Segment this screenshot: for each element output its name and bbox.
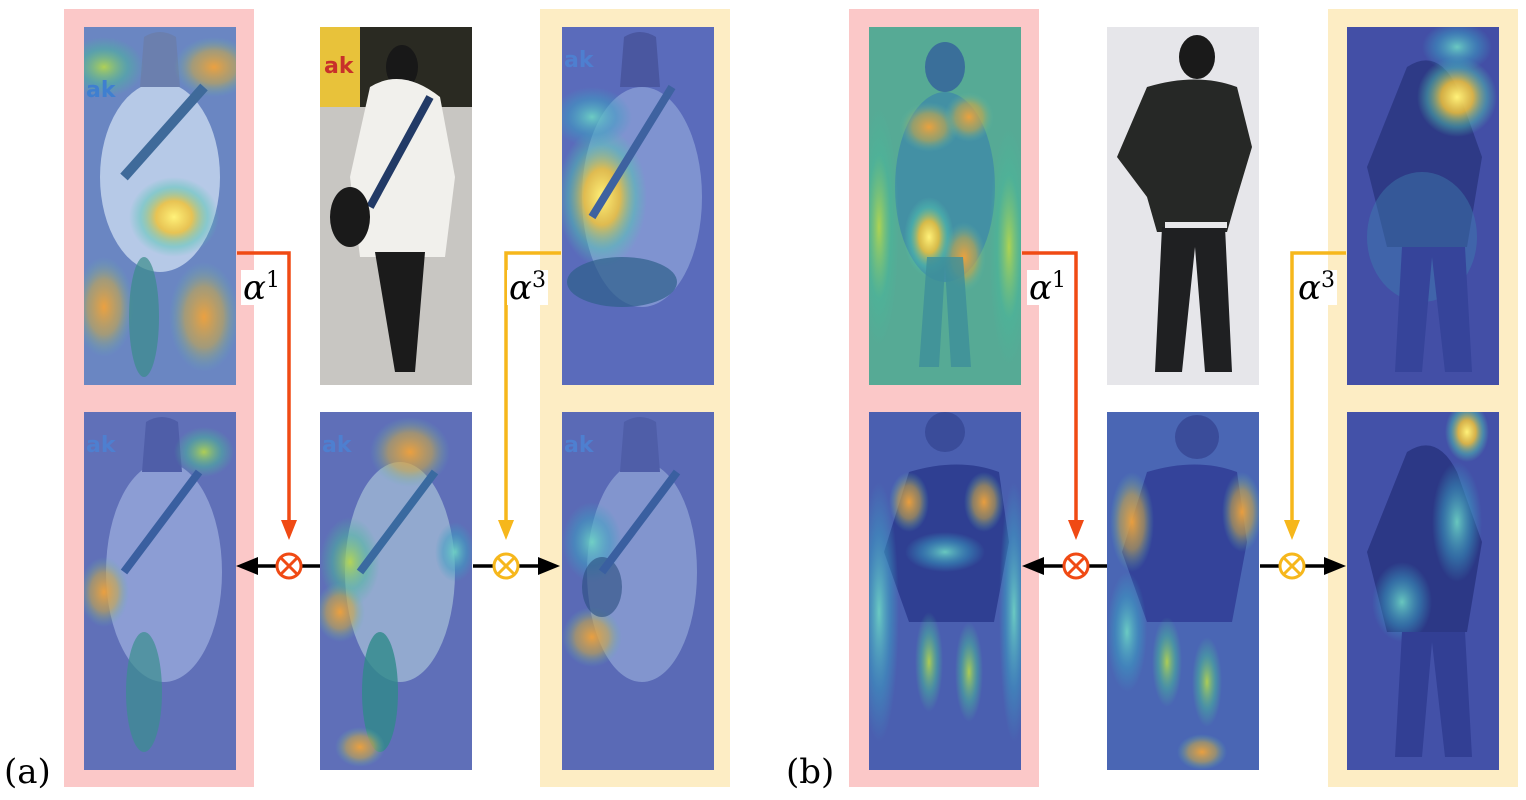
panel-b-alpha1-label: α1 bbox=[1027, 270, 1068, 305]
svg-text:ak: ak bbox=[86, 78, 117, 103]
panel-a-photo-original: ak bbox=[320, 27, 472, 385]
panel-b-output-arrows bbox=[1022, 557, 1346, 575]
svg-text:ak: ak bbox=[86, 433, 117, 458]
panel-a-alpha1-label: α1 bbox=[241, 270, 282, 305]
panel-b-alpha3-connector bbox=[1284, 251, 1346, 540]
alpha-superscript: 3 bbox=[531, 268, 546, 293]
panel-b-heatmap-top-left bbox=[869, 27, 1021, 385]
alpha-symbol: α bbox=[243, 268, 266, 308]
arrow-head-icon bbox=[236, 557, 258, 575]
panel-a-heatmap-top-right: ak bbox=[562, 27, 714, 385]
arrow-head-icon bbox=[1022, 557, 1044, 575]
svg-text:ak: ak bbox=[564, 48, 595, 73]
arrow-head-icon bbox=[1068, 520, 1084, 540]
svg-text:ak: ak bbox=[322, 433, 353, 458]
panel-a-heatmap-top-left: ak bbox=[84, 27, 236, 385]
panel-a-alpha3-connector bbox=[498, 251, 561, 540]
panel-b-heatmap-bottom-center bbox=[1107, 412, 1259, 770]
alpha-superscript: 1 bbox=[265, 268, 280, 293]
panel-a-alpha3-label: α3 bbox=[507, 270, 548, 305]
panel-a-heatmap-bottom-center: ak bbox=[320, 412, 472, 770]
panel-a-multiply-red-icon bbox=[275, 552, 303, 580]
panel-a-alpha1-connector bbox=[237, 251, 297, 540]
panel-b-heatmap-bottom-left bbox=[869, 412, 1021, 770]
arrow-head-icon bbox=[1324, 557, 1346, 575]
arrow-head-icon bbox=[1284, 520, 1300, 540]
alpha-symbol: α bbox=[1029, 268, 1052, 308]
panel-b-label: (b) bbox=[786, 752, 835, 792]
alpha-symbol: α bbox=[509, 268, 532, 308]
panel-a-label: (a) bbox=[4, 752, 51, 792]
panel-a-output-arrows bbox=[236, 557, 560, 575]
svg-text:ak: ak bbox=[324, 54, 355, 79]
panel-b-multiply-yellow-icon bbox=[1278, 552, 1306, 580]
panel-a-heatmap-bottom-right: ak bbox=[562, 412, 714, 770]
panel-b-photo-original bbox=[1107, 27, 1259, 385]
alpha-superscript: 3 bbox=[1320, 268, 1335, 293]
alpha-symbol: α bbox=[1298, 268, 1321, 308]
arrow-head-icon bbox=[498, 520, 514, 540]
panel-b-heatmap-top-right bbox=[1347, 27, 1499, 385]
panel-a-heatmap-bottom-left: ak bbox=[84, 412, 236, 770]
alpha-superscript: 1 bbox=[1051, 268, 1066, 293]
panel-b-alpha1-connector bbox=[1022, 251, 1084, 540]
panel-b-alpha3-label: α3 bbox=[1296, 270, 1337, 305]
panel-b-multiply-red-icon bbox=[1062, 552, 1090, 580]
svg-text:ak: ak bbox=[564, 433, 595, 458]
arrow-head-icon bbox=[281, 520, 297, 540]
panel-a-multiply-yellow-icon bbox=[492, 552, 520, 580]
arrow-head-icon bbox=[538, 557, 560, 575]
panel-b-heatmap-bottom-right bbox=[1347, 412, 1499, 770]
